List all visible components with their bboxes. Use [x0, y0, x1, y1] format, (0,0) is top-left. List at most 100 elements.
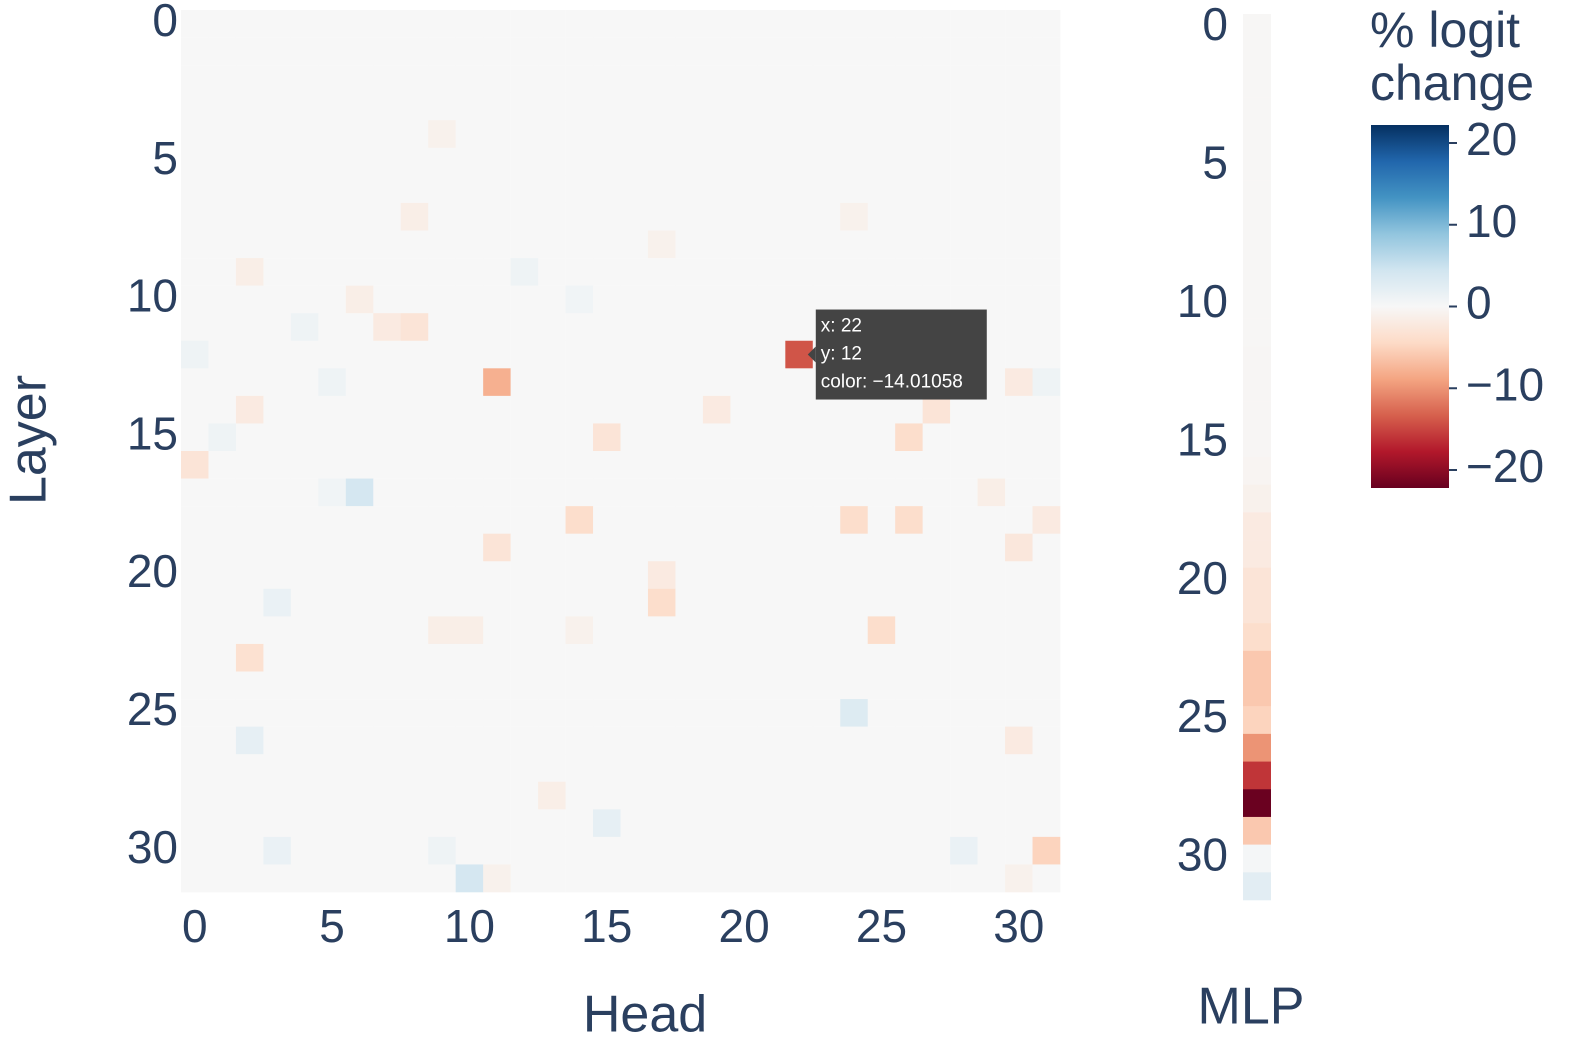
heatmap-cell [950, 65, 978, 93]
heatmap-cell [290, 10, 319, 38]
heatmap-cell [922, 147, 951, 176]
heatmap-cell [867, 92, 896, 121]
heatmap-cell [400, 533, 429, 562]
heatmap-cell [455, 120, 484, 149]
heatmap-cell [538, 533, 566, 562]
heatmap-cell [1005, 836, 1033, 865]
heatmap-cell [593, 313, 621, 342]
heatmap-cell [373, 506, 402, 534]
heatmap-cell [290, 699, 319, 727]
heatmap-cell [565, 781, 594, 810]
heatmap-cell [1005, 809, 1033, 838]
heatmap-cell [647, 616, 676, 645]
heatmap-cell [922, 643, 951, 672]
heatmap-cell [757, 202, 786, 231]
heatmap-cell [867, 864, 896, 893]
heatmap-cell [290, 781, 319, 810]
mlp-cell [1243, 373, 1271, 402]
heatmap-cell [373, 836, 402, 865]
heatmap-cell [235, 147, 264, 176]
heatmap-cell [757, 809, 786, 838]
heatmap-cell [895, 147, 923, 176]
heatmap-cell [400, 258, 429, 286]
heatmap-cell [318, 561, 347, 590]
heatmap-cell [785, 671, 814, 700]
heatmap-cell [208, 230, 237, 259]
heatmap-cell [1005, 120, 1033, 149]
heatmap-cell [620, 726, 649, 755]
heatmap-cell [1005, 258, 1033, 286]
heatmap-cell [702, 92, 731, 121]
mlp-cell [1243, 290, 1271, 319]
heatmap-cell [785, 258, 814, 286]
heatmap-cell [840, 230, 869, 259]
heatmap-cell [950, 836, 978, 865]
heatmap-cell [208, 340, 237, 369]
heatmap-cell [428, 643, 456, 672]
y-tick-label: 20 [127, 545, 178, 597]
colorbar-tick-label: −20 [1466, 440, 1544, 492]
heatmap-cell [235, 120, 264, 149]
heatmap-cell [730, 92, 759, 121]
heatmap-cell [757, 533, 786, 562]
heatmap-cell [235, 202, 264, 231]
heatmap-cell [290, 258, 319, 286]
heatmap-cell [757, 864, 786, 893]
heatmap-cell [373, 65, 402, 93]
heatmap-cell [785, 92, 814, 121]
heatmap-cell [812, 754, 841, 783]
heatmap-cell [400, 147, 429, 176]
heatmap-cell [235, 65, 264, 93]
heatmap-cell [730, 561, 759, 590]
heatmap-cell [840, 478, 869, 507]
colorbar-tick-label: 10 [1466, 195, 1517, 247]
heatmap-cell [1032, 313, 1061, 342]
heatmap-cell [181, 726, 209, 755]
heatmap-cell [757, 368, 786, 397]
heatmap-cell [593, 588, 621, 617]
heatmap-cell [483, 726, 511, 755]
heatmap-cell [620, 37, 649, 66]
heatmap-cell [757, 65, 786, 93]
heatmap-cell [208, 864, 237, 893]
heatmap-cell [538, 395, 566, 424]
heatmap-cell [593, 478, 621, 507]
heatmap-cell [895, 395, 923, 424]
heatmap-cell [620, 588, 649, 617]
heatmap-cell [455, 340, 484, 369]
mlp-cell [1243, 14, 1271, 42]
heatmap-cell [702, 120, 731, 149]
heatmap-cell [483, 202, 511, 231]
heatmap-cell [785, 451, 814, 479]
heatmap-cell [538, 175, 566, 204]
heatmap-cell [702, 616, 731, 645]
heatmap-cell [675, 230, 704, 259]
colorbar-tick-label: −10 [1466, 358, 1544, 410]
heatmap-cell [565, 313, 594, 342]
heatmap-cell [785, 120, 814, 149]
heatmap-cell [373, 533, 402, 562]
mlp-cell [1243, 623, 1271, 652]
heatmap-cell [977, 65, 1006, 93]
heatmap-cell [428, 451, 456, 479]
heatmap-cell [263, 809, 292, 838]
heatmap-cell [647, 395, 676, 424]
heatmap-cell [263, 643, 292, 672]
heatmap-cell [290, 671, 319, 700]
heatmap-cell [1032, 175, 1061, 204]
heatmap-cell [675, 202, 704, 231]
heatmap-cell [757, 395, 786, 424]
heatmap-cell [235, 92, 264, 121]
heatmap-cell [702, 643, 731, 672]
heatmap-cell [922, 395, 951, 424]
heatmap-cell [428, 561, 456, 590]
heatmap-cell [208, 809, 237, 838]
heatmap-cell [428, 616, 456, 645]
heatmap-cell [950, 726, 978, 755]
heatmap-cell [812, 37, 841, 66]
heatmap-cell [977, 478, 1006, 507]
heatmap-cell [950, 10, 978, 38]
heatmap-cell [235, 561, 264, 590]
heatmap-cell [208, 754, 237, 783]
heatmap-cell [181, 368, 209, 397]
